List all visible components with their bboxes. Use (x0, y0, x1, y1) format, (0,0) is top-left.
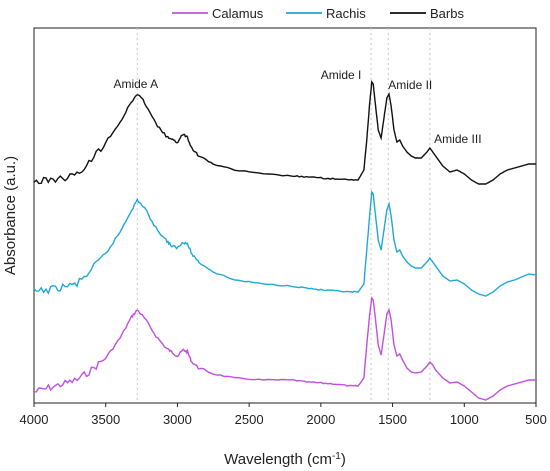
series-line-barbs (33, 80, 536, 185)
legend-label-rachis: Rachis (326, 6, 366, 21)
annotation-amide-a: Amide A (113, 77, 158, 91)
legend-label-calamus: Calamus (212, 6, 264, 21)
x-tick-label: 4000 (20, 412, 49, 427)
x-tick-label: 2500 (235, 412, 264, 427)
x-axis-title: Wavelength (cm-1) (224, 451, 346, 469)
series-line-calamus (33, 296, 536, 401)
legend-label-barbs: Barbs (430, 6, 464, 21)
annotation-amide-ii: Amide II (388, 78, 432, 92)
x-axis-title-superscript: -1 (332, 451, 341, 462)
plot-frame (33, 27, 537, 404)
x-axis-title-suffix: ) (341, 451, 346, 468)
annotation-amide-i: Amide I (321, 68, 362, 82)
x-tick-label: 1000 (450, 412, 479, 427)
series-line-rachis (33, 189, 537, 297)
y-axis-title: Absorbance (a.u.) (2, 156, 19, 275)
annotation-amide-iii: Amide III (434, 132, 481, 146)
x-tick-label: 2000 (306, 412, 335, 427)
x-tick-label: 1500 (378, 412, 407, 427)
legend: Calamus Rachis Barbs (172, 6, 464, 21)
peak-annotations: Amide A Amide I Amide II Amide III (113, 68, 481, 146)
x-tick-label: 3500 (91, 412, 120, 427)
x-tick-label: 500 (525, 412, 547, 427)
x-axis-title-main: Wavelength (cm (224, 451, 332, 468)
x-tick-label: 3000 (163, 412, 192, 427)
series-lines (33, 80, 537, 401)
x-axis: 4000 3500 3000 2500 2000 1500 1000 500 (20, 403, 547, 427)
